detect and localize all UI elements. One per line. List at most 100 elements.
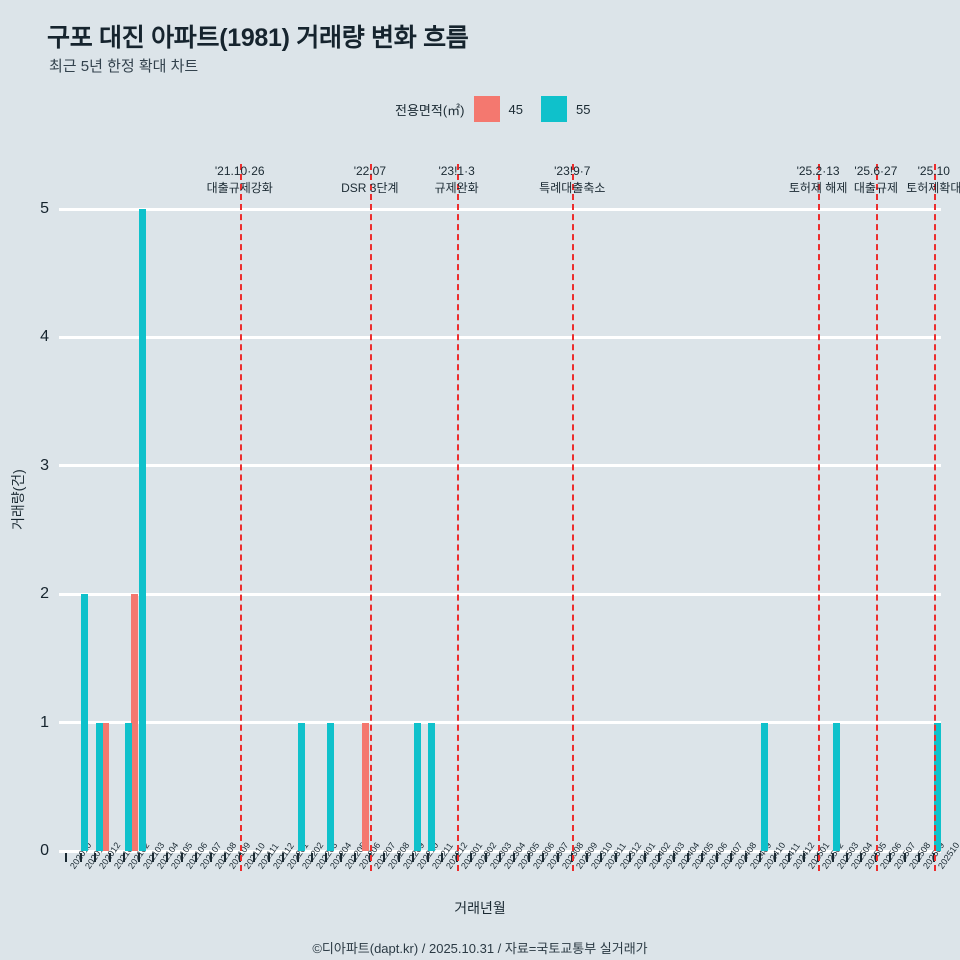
x-tick <box>412 853 415 862</box>
y-tick-label-4: 4 <box>40 328 49 346</box>
legend-label-45: 45 <box>508 101 523 117</box>
bar-202410-55[interactable] <box>760 722 768 851</box>
x-tick <box>137 853 140 862</box>
bar-202102-55[interactable] <box>124 722 132 851</box>
x-tick <box>123 853 126 862</box>
gridline-3 <box>59 464 941 468</box>
gridline-1 <box>59 721 941 725</box>
legend-label-55: 55 <box>575 101 591 117</box>
y-tick-label-3: 3 <box>40 456 49 474</box>
x-tick <box>195 853 198 862</box>
y-tick-label-2: 2 <box>40 585 49 603</box>
x-tick <box>383 853 386 862</box>
x-tick <box>686 853 689 862</box>
y-axis-title: 거래량(건) <box>10 469 26 530</box>
gridline-0 <box>59 849 941 853</box>
bar-202012-55[interactable] <box>95 722 103 851</box>
bar-202510-55[interactable] <box>934 722 942 851</box>
bar-202207-45[interactable] <box>362 722 370 851</box>
x-tick <box>484 853 487 862</box>
x-tick <box>94 853 97 862</box>
bar-202202-55[interactable] <box>298 722 306 851</box>
event-line-202510 <box>933 164 936 871</box>
x-tick <box>151 853 154 862</box>
x-tick <box>166 853 169 862</box>
x-tick <box>788 853 791 862</box>
x-tick <box>759 853 762 862</box>
event-line-202110 <box>239 164 242 871</box>
x-tick <box>672 853 675 862</box>
bar-202503-55[interactable] <box>833 722 841 851</box>
x-tick <box>744 853 747 862</box>
x-tick <box>282 853 285 862</box>
x-tick <box>441 853 444 862</box>
legend-swatch-55 <box>540 96 567 122</box>
bar-202204-55[interactable] <box>326 722 334 851</box>
x-tick <box>513 853 516 862</box>
bar-202103-55[interactable] <box>139 209 147 851</box>
x-tick <box>730 853 733 862</box>
x-tick <box>542 853 545 862</box>
x-tick <box>643 853 646 862</box>
x-tick <box>267 853 270 862</box>
x-tick <box>903 853 906 862</box>
x-tick <box>527 853 530 862</box>
x-tick <box>296 853 299 862</box>
legend-swatch-45 <box>473 96 500 122</box>
x-tick <box>470 853 473 862</box>
x-tick <box>658 853 661 862</box>
plot-area: 0123452020102020112020122021012021022021… <box>40 164 960 871</box>
event-line-202506 <box>875 164 878 871</box>
x-tick <box>253 853 256 862</box>
x-tick <box>65 853 68 862</box>
x-tick <box>224 853 227 862</box>
x-tick <box>108 853 111 862</box>
gridline-5 <box>59 207 941 211</box>
x-tick <box>802 853 805 862</box>
x-tick <box>846 853 849 862</box>
x-tick <box>701 853 704 862</box>
event-line-202207 <box>369 164 372 871</box>
bar-202210-55[interactable] <box>413 722 421 851</box>
bar-202103-45[interactable] <box>131 594 139 851</box>
legend-title: 전용면적(㎡) <box>395 102 465 118</box>
page-title: 구포 대진 아파트(1981) 거래량 변화 흐름 <box>47 24 469 52</box>
gridline-4 <box>59 335 941 339</box>
y-tick-label-0: 0 <box>40 842 49 859</box>
bar-202011-55[interactable] <box>81 594 89 851</box>
x-tick <box>209 853 212 862</box>
x-tick <box>715 853 718 862</box>
y-tick-label-5: 5 <box>40 200 49 217</box>
x-tick <box>860 853 863 862</box>
x-tick <box>629 853 632 862</box>
x-tick <box>354 853 357 862</box>
bar-202101-45[interactable] <box>102 722 110 851</box>
x-tick <box>585 853 588 862</box>
x-tick <box>79 853 82 862</box>
event-line-202301 <box>456 164 459 871</box>
x-tick <box>556 853 559 862</box>
chart-footer: ©디아파트(dapt.kr) / 2025.10.31 / 자료=국토교통부 실… <box>312 941 648 956</box>
x-tick <box>426 853 429 862</box>
event-line-202502 <box>818 164 821 871</box>
gridline-2 <box>59 592 941 596</box>
x-tick <box>397 853 400 862</box>
event-line-202309 <box>572 164 575 871</box>
chart-legend: 전용면적(㎡) 45 55 <box>395 96 590 122</box>
x-tick <box>339 853 342 862</box>
x-axis-title: 거래년월 <box>454 900 506 916</box>
x-tick <box>499 853 501 862</box>
x-tick <box>325 853 328 862</box>
x-tick <box>311 853 314 862</box>
bar-202211-55[interactable] <box>428 722 436 851</box>
page-subtitle: 최근 5년 한정 확대 차트 <box>49 58 199 75</box>
y-tick-label-1: 1 <box>40 713 49 731</box>
x-tick <box>831 853 834 862</box>
x-tick <box>918 853 921 862</box>
x-tick <box>614 853 617 862</box>
x-tick <box>180 853 183 862</box>
x-tick <box>600 853 603 862</box>
x-tick <box>889 853 892 862</box>
x-tick <box>773 853 776 862</box>
